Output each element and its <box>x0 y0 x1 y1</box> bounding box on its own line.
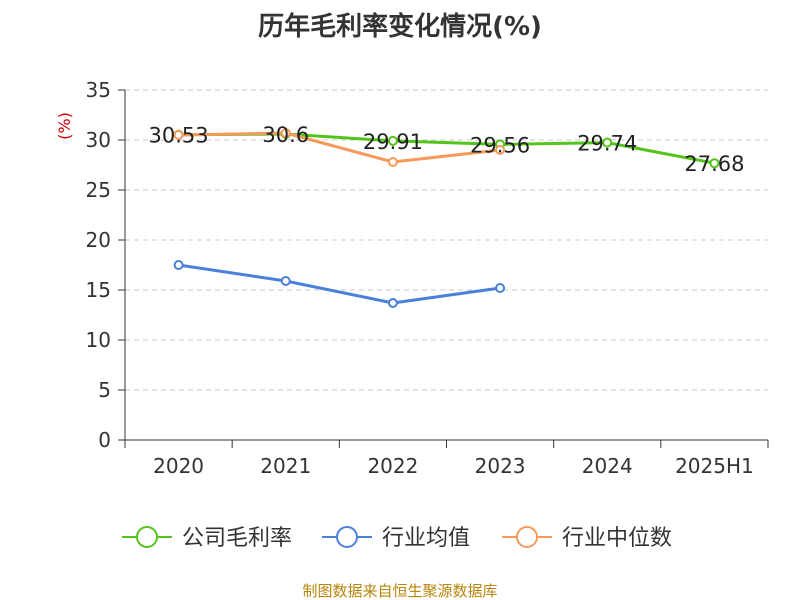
series-line <box>178 131 501 164</box>
data-label: 29.91 <box>363 130 423 154</box>
legend-marker <box>136 526 158 548</box>
data-label: 27.68 <box>684 152 744 176</box>
y-tick-label: 5 <box>98 378 111 402</box>
x-tick-label: 2024 <box>582 454 633 478</box>
data-label: 30.53 <box>149 124 209 148</box>
x-tick-label: 2022 <box>367 454 418 478</box>
y-axis-label: (%) <box>55 112 74 140</box>
source-note: 制图数据来自恒生聚源数据库 <box>302 582 498 600</box>
data-point <box>495 283 506 293</box>
x-tick-label: 2021 <box>260 454 311 478</box>
chart-title: 历年毛利率变化情况(%) <box>258 12 542 42</box>
x-tick-label: 2020 <box>153 454 204 478</box>
legend-marker <box>336 526 358 548</box>
data-label: 30.6 <box>262 123 309 147</box>
legend-label: 行业中位数 <box>562 526 672 551</box>
data-point <box>173 130 184 140</box>
data-point <box>602 137 613 148</box>
data-point <box>495 145 506 155</box>
x-tick-label: 2025H1 <box>675 454 754 478</box>
y-tick-label: 30 <box>86 128 111 152</box>
data-label: 29.74 <box>577 132 637 156</box>
legend-marker <box>516 526 538 548</box>
y-tick-label: 25 <box>86 178 111 202</box>
data-label: 29.56 <box>470 133 530 157</box>
data-point <box>280 276 291 286</box>
x-tick-label: 2023 <box>475 454 526 478</box>
data-point <box>387 157 398 167</box>
data-point <box>173 260 184 270</box>
y-tick-label: 0 <box>98 428 111 452</box>
data-point <box>280 128 291 138</box>
data-point <box>709 158 720 169</box>
y-tick-label: 10 <box>86 328 111 352</box>
y-tick-label: 20 <box>86 228 111 252</box>
legend-label: 公司毛利率 <box>182 526 292 551</box>
series-line <box>178 263 501 305</box>
data-point <box>387 135 398 146</box>
y-tick-label: 15 <box>86 278 111 302</box>
y-tick-label: 35 <box>86 78 111 102</box>
legend-label: 行业均值 <box>382 526 470 551</box>
data-point <box>387 298 398 308</box>
